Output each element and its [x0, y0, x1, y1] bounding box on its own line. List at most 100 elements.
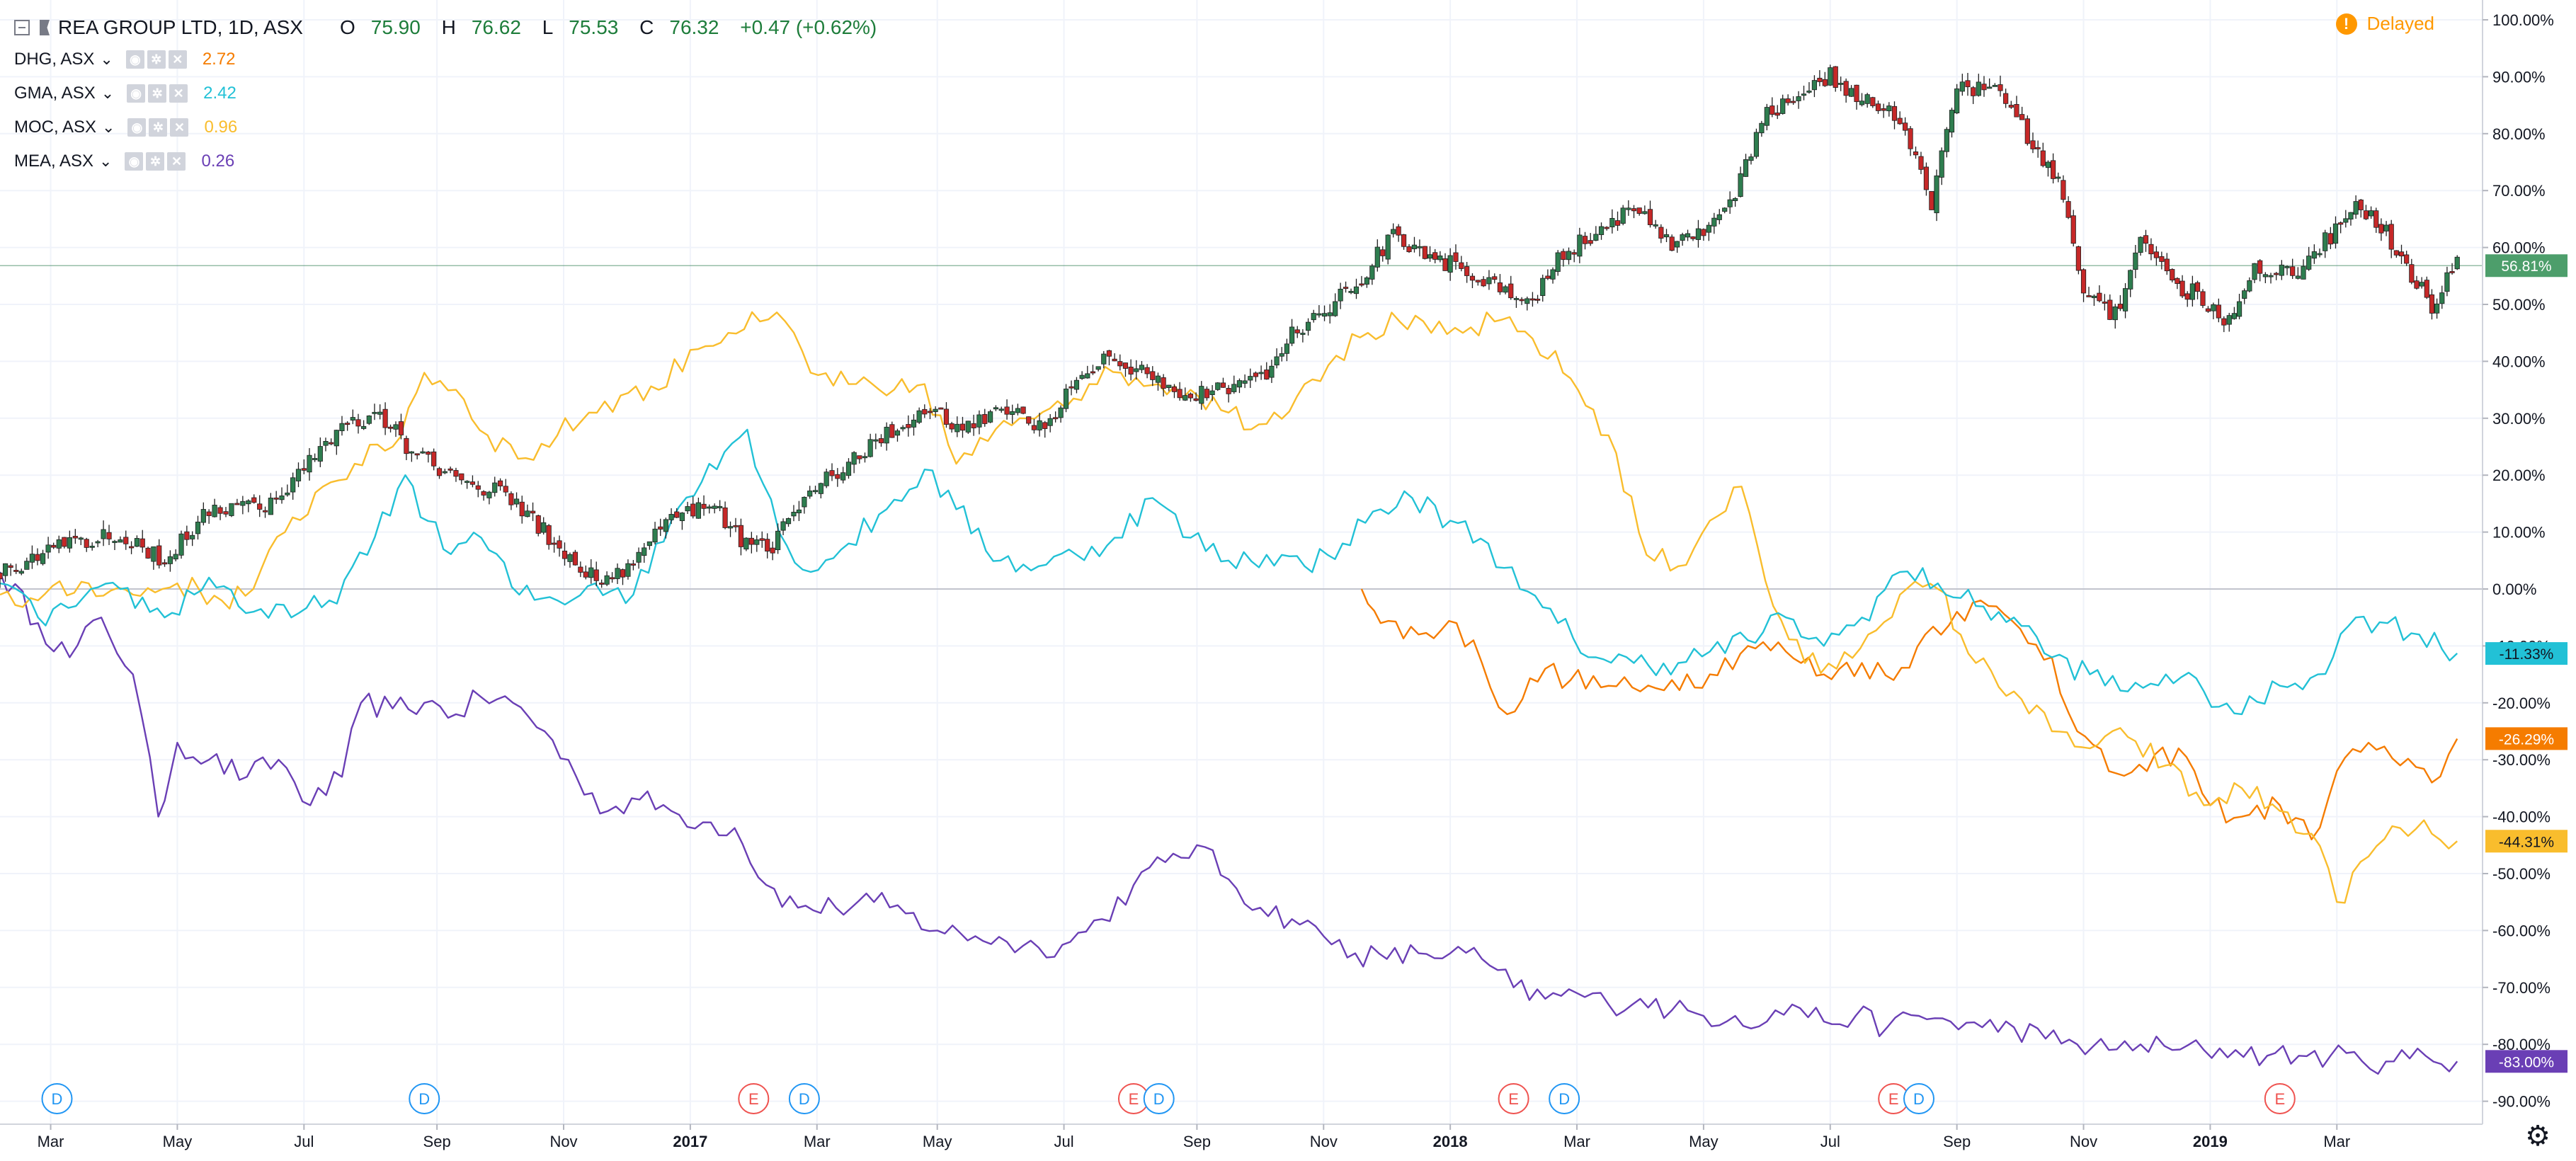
dividend-marker[interactable]: [409, 1083, 440, 1114]
candle-body: [1020, 406, 1026, 414]
settings-icon[interactable]: ✲: [146, 152, 165, 171]
candle-body: [862, 456, 868, 459]
candle-body: [1555, 252, 1561, 272]
visibility-icon[interactable]: ◉: [125, 50, 144, 69]
candle-body: [334, 430, 339, 447]
dividend-marker[interactable]: [1143, 1083, 1175, 1114]
close-icon[interactable]: ✕: [169, 84, 188, 103]
candle-body: [1997, 84, 2003, 91]
candle-body: [1642, 211, 1648, 215]
candle-body: [128, 546, 135, 549]
visibility-icon[interactable]: ◉: [127, 118, 147, 137]
delayed-indicator[interactable]: ! Delayed: [2335, 13, 2434, 35]
candle-body: [1481, 279, 1486, 287]
candle-body: [873, 439, 879, 442]
chevron-down-icon[interactable]: ⌄: [101, 84, 115, 102]
legend-symbol[interactable]: DHG, ASX: [14, 50, 95, 69]
candle-body: [492, 482, 498, 493]
candle-body: [323, 440, 329, 446]
chevron-down-icon[interactable]: ⌄: [99, 152, 113, 170]
earnings-marker-label: E: [1129, 1090, 1139, 1108]
candle-body: [546, 525, 552, 545]
candle-body: [414, 453, 420, 456]
dividend-marker[interactable]: [1549, 1083, 1580, 1114]
candle-body: [712, 505, 717, 509]
candle-body: [1838, 83, 1844, 85]
settings-gear-icon[interactable]: ⚙: [2525, 1121, 2551, 1152]
candle-body: [1182, 395, 1188, 401]
candle-body: [1981, 84, 1987, 91]
settings-icon[interactable]: ✲: [148, 84, 167, 103]
candle-body: [541, 522, 547, 533]
candle-body: [2284, 265, 2290, 268]
earnings-marker[interactable]: [2264, 1083, 2296, 1114]
candle-body: [2075, 246, 2081, 271]
candle-body: [486, 491, 492, 498]
candle-body: [426, 452, 431, 455]
candle-body: [212, 505, 217, 517]
candle-body: [690, 503, 696, 517]
candle-body: [1658, 227, 1664, 239]
candle-body: [1822, 79, 1828, 86]
candle-body: [1759, 122, 1765, 134]
candle-body: [2434, 303, 2440, 314]
chevron-down-icon[interactable]: ⌄: [102, 118, 115, 136]
candle-body: [1582, 236, 1588, 244]
candle-body: [72, 535, 78, 539]
candle-body: [2216, 304, 2221, 319]
candle-body: [2003, 93, 2009, 104]
candle-body: [442, 471, 448, 474]
candle-body: [1289, 326, 1295, 344]
legend-row[interactable]: DHG, ASX ⌄ ◉ ✲ ✕ 2.72: [14, 42, 877, 76]
close-value: 76.32: [669, 16, 719, 38]
legend-row[interactable]: GMA, ASX ⌄ ◉ ✲ ✕ 2.42: [14, 76, 877, 110]
settings-icon[interactable]: ✲: [149, 118, 168, 137]
close-icon[interactable]: ✕: [168, 50, 187, 69]
earnings-marker[interactable]: [738, 1083, 770, 1114]
candle-body: [1139, 365, 1145, 370]
legend-symbol[interactable]: MEA, ASX: [14, 151, 94, 171]
legend-value: 2.72: [202, 50, 236, 69]
dividend-marker[interactable]: [1903, 1083, 1934, 1114]
flag-icon[interactable]: [40, 20, 50, 35]
candle-body: [1406, 246, 1412, 253]
candle-body: [1561, 251, 1566, 261]
earnings-marker[interactable]: [1498, 1083, 1529, 1114]
candle-body: [2122, 288, 2128, 311]
candle-body: [525, 510, 530, 517]
legend-row[interactable]: MOC, ASX ⌄ ◉ ✲ ✕ 0.96: [14, 110, 877, 144]
candle-body: [2133, 252, 2138, 270]
legend-symbol[interactable]: MOC, ASX: [14, 118, 97, 137]
candle-body: [609, 577, 615, 580]
candle-body: [733, 525, 739, 527]
candle-body: [361, 425, 367, 429]
chevron-down-icon[interactable]: ⌄: [100, 50, 113, 68]
collapse-legend-icon[interactable]: [14, 20, 30, 35]
dividend-marker-label: D: [52, 1090, 63, 1108]
candle-body: [1333, 301, 1338, 316]
dividend-marker[interactable]: [41, 1083, 73, 1114]
change-value: +0.47 (+0.62%): [740, 16, 877, 38]
legend-row[interactable]: MEA, ASX ⌄ ◉ ✲ ✕ 0.26: [14, 144, 877, 178]
candle-body: [1073, 379, 1080, 390]
candle-body: [173, 554, 178, 560]
candle-body: [2306, 256, 2312, 270]
visibility-icon[interactable]: ◉: [127, 84, 146, 103]
settings-icon[interactable]: ✲: [147, 50, 166, 69]
candle-body: [2388, 224, 2394, 250]
close-icon[interactable]: ✕: [170, 118, 189, 137]
x-tick-label: Nov: [549, 1133, 577, 1150]
visibility-icon[interactable]: ◉: [125, 152, 144, 171]
y-tick-label: 20.00%: [2492, 467, 2546, 484]
legend-symbol[interactable]: GMA, ASX: [14, 84, 96, 103]
candle-body: [1215, 382, 1221, 390]
y-tick-label: -50.00%: [2492, 865, 2551, 883]
candle-body: [1031, 425, 1037, 430]
dividend-marker[interactable]: [788, 1083, 820, 1114]
candle-body: [1134, 368, 1139, 372]
candle-body: [2226, 315, 2232, 325]
symbol-title[interactable]: REA GROUP LTD, 1D, ASX: [58, 16, 303, 38]
close-label: C: [639, 16, 654, 38]
close-icon[interactable]: ✕: [167, 152, 186, 171]
